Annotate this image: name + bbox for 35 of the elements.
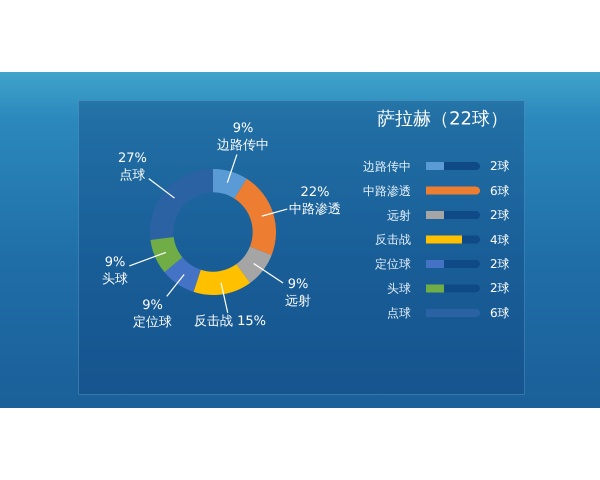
- data-label: 2球: [490, 208, 510, 222]
- data-label: 2球: [490, 159, 510, 173]
- y-tick-label: 边路传中: [363, 159, 411, 174]
- data-label: 2球: [490, 257, 510, 271]
- data-label: 9%: [232, 121, 254, 136]
- data-label: 9%: [288, 277, 308, 292]
- slice-label: 反击战 15%: [194, 314, 266, 329]
- donut-slice: [213, 169, 247, 198]
- slice-label: 点球: [119, 168, 146, 183]
- data-label: 22%: [300, 185, 330, 200]
- slice-label: 边路传中: [217, 138, 269, 153]
- donut-slice: [236, 246, 272, 283]
- y-tick-label: 中路渗透: [363, 184, 411, 198]
- data-label: 2球: [490, 281, 510, 295]
- donut-slice: [164, 257, 201, 292]
- y-tick-label: 定位球: [375, 257, 411, 272]
- slice-label: 远射: [285, 294, 311, 309]
- donut-slice: [234, 178, 276, 256]
- data-label: 9%: [142, 298, 163, 313]
- chart-title: 萨拉赫（22球）: [377, 108, 508, 130]
- y-tick-label: 头球: [387, 282, 411, 296]
- y-tick-label: 点球: [387, 306, 411, 320]
- donut-slice: [150, 169, 213, 240]
- y-tick-label: 远射: [387, 208, 411, 222]
- data-label: 6球: [490, 306, 510, 320]
- data-label: 6球: [490, 184, 510, 198]
- donut-slice: [194, 264, 250, 295]
- data-label: 4球: [490, 233, 510, 247]
- y-tick-label: 反击战: [375, 232, 411, 247]
- data-label: 27%: [118, 151, 147, 166]
- data-label: 9%: [104, 255, 126, 270]
- slice-label: 头球: [102, 272, 128, 287]
- slice-label: 定位球: [133, 314, 172, 330]
- donut-slice: [150, 236, 182, 272]
- slice-label: 中路渗透: [289, 202, 341, 217]
